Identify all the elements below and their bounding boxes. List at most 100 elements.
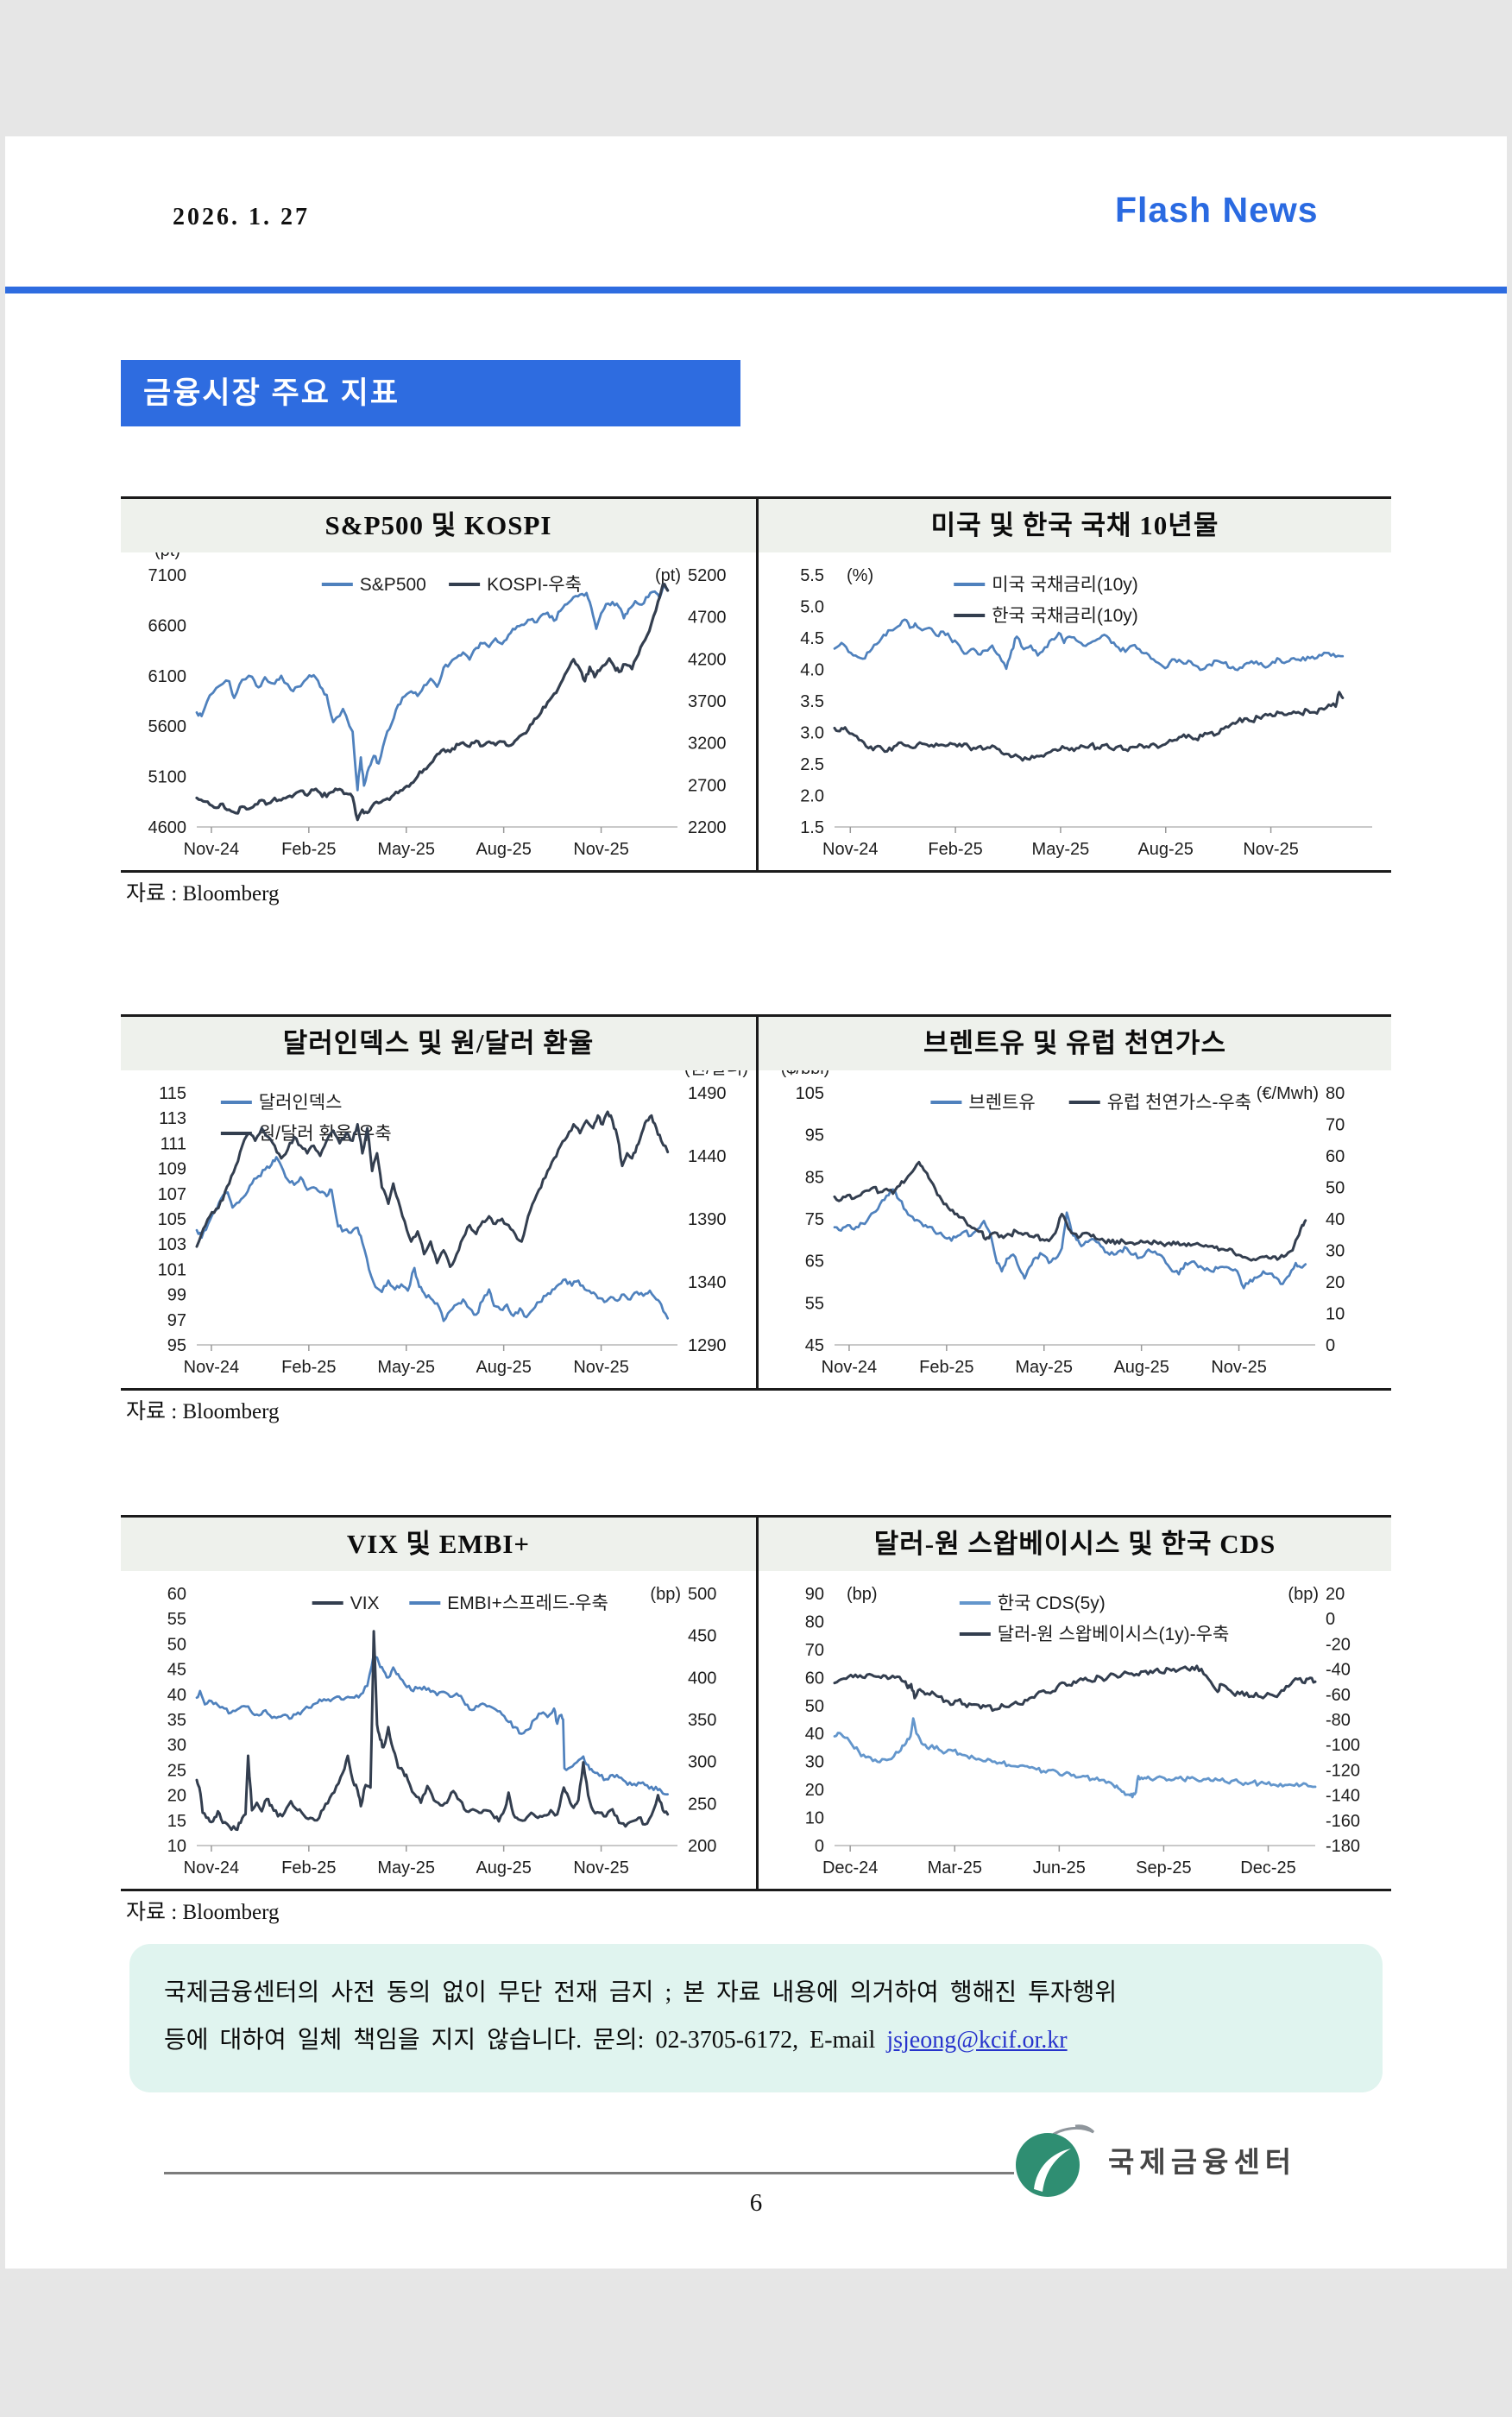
svg-text:Dec-24: Dec-24 [822, 1859, 878, 1877]
svg-text:10: 10 [805, 1809, 824, 1828]
svg-text:4600: 4600 [148, 818, 187, 837]
footer-rule [164, 2172, 1014, 2174]
svg-text:200: 200 [688, 1837, 716, 1856]
source-caption: 자료 : Bloomberg [126, 1901, 280, 1924]
section-title-bar: 금융시장 주요 지표 [121, 360, 740, 426]
svg-text:May-25: May-25 [377, 1859, 435, 1877]
svg-text:Dec-25: Dec-25 [1240, 1859, 1295, 1877]
svg-text:Sep-25: Sep-25 [1136, 1859, 1192, 1877]
section-title: 금융시장 주요 지표 [143, 376, 400, 410]
chart-plot-sp500-kospi: Nov-24 Feb-25 May-25 Aug-25 Nov-25 7100 6600 61… [148, 552, 727, 859]
svg-text:Nov-24: Nov-24 [822, 1358, 877, 1377]
svg-text:($/bbl): ($/bbl) [781, 1070, 830, 1078]
chart-row-3: VIX 및 EMBI+ Nov-24 Feb-25 May-25 Aug-25 Nov-… [121, 1515, 1391, 1891]
svg-text:500: 500 [688, 1585, 716, 1604]
chart-swap-cds: 달러-원 스왑베이시스 및 한국 CDS Dec-24 Mar-25 Jun-25 S… [756, 1518, 1391, 1889]
svg-text:15: 15 [167, 1812, 186, 1831]
chart-plot-swap-cds: Dec-24 Mar-25 Jun-25 Sep-25 Dec-25 90 80 70 60 50… [805, 1585, 1360, 1877]
svg-text:Nov-25: Nov-25 [573, 1859, 628, 1877]
svg-text:(€/Mwh): (€/Mwh) [1257, 1084, 1319, 1103]
svg-text:6600: 6600 [148, 616, 187, 635]
svg-text:May-25: May-25 [377, 840, 435, 859]
svg-text:-80: -80 [1326, 1711, 1351, 1730]
svg-text:5600: 5600 [148, 717, 187, 736]
chart-title: VIX 및 EMBI+ [121, 1518, 756, 1571]
svg-text:Nov-25: Nov-25 [573, 1358, 628, 1377]
svg-text:May-25: May-25 [1015, 1358, 1073, 1377]
svg-text:450: 450 [688, 1627, 716, 1646]
svg-text:5.5: 5.5 [800, 566, 824, 585]
svg-text:105: 105 [158, 1210, 186, 1229]
svg-text:105: 105 [796, 1084, 824, 1103]
svg-text:(bp): (bp) [650, 1585, 681, 1604]
svg-text:20: 20 [1326, 1273, 1345, 1292]
svg-text:-20: -20 [1326, 1635, 1351, 1654]
svg-text:40: 40 [167, 1686, 186, 1705]
svg-text:Nov-24: Nov-24 [822, 840, 878, 859]
brand-title: Flash News [1115, 190, 1319, 230]
svg-text:달러-원 스왑베이시스(1y)-우축: 달러-원 스왑베이시스(1y)-우축 [998, 1625, 1230, 1644]
disclaimer-line1: 국제금융센터의 사전 동의 없이 무단 전재 금지 ; 본 자료 내용에 의거하… [164, 1979, 1118, 2006]
svg-text:70: 70 [805, 1641, 824, 1660]
svg-text:75: 75 [805, 1210, 824, 1229]
svg-text:95: 95 [167, 1336, 186, 1355]
svg-text:80: 80 [805, 1612, 824, 1631]
chart-brent-gas: 브렌트유 및 유럽 천연가스 Nov-24 Feb-25 May-25 Aug-25 N… [756, 1017, 1391, 1388]
svg-text:-180: -180 [1326, 1837, 1360, 1856]
svg-text:55: 55 [167, 1610, 186, 1629]
svg-text:(pt): (pt) [655, 566, 681, 585]
svg-text:109: 109 [158, 1160, 186, 1179]
chart-dxy-krw: 달러인덱스 및 원/달러 환율 Nov-24 Feb-25 May-25 Aug-25… [121, 1017, 756, 1388]
svg-text:(%): (%) [847, 566, 873, 585]
svg-text:2.0: 2.0 [800, 787, 824, 806]
svg-text:300: 300 [688, 1753, 716, 1772]
svg-text:Feb-25: Feb-25 [281, 840, 336, 859]
svg-text:Jun-25: Jun-25 [1033, 1859, 1086, 1877]
svg-text:35: 35 [167, 1711, 186, 1730]
chart-plot-vix-embi: Nov-24 Feb-25 May-25 Aug-25 Nov-25 60 55 50 45 40… [167, 1585, 717, 1877]
disclaimer-box: 국제금융센터의 사전 동의 없이 무단 전재 금지 ; 본 자료 내용에 의거하… [129, 1944, 1383, 2092]
svg-text:Aug-25: Aug-25 [476, 1358, 532, 1377]
svg-text:Nov-24: Nov-24 [184, 840, 239, 859]
contact-email-link[interactable]: jsjeong@kcif.or.kr [886, 2026, 1068, 2054]
svg-text:45: 45 [805, 1336, 824, 1355]
svg-text:3.0: 3.0 [800, 724, 824, 743]
svg-text:Nov-25: Nov-25 [1243, 840, 1298, 859]
svg-text:60: 60 [1326, 1147, 1345, 1166]
svg-text:달러인덱스: 달러인덱스 [259, 1093, 343, 1113]
svg-text:3.5: 3.5 [800, 692, 824, 711]
org-logo: 국제금융센터 [1013, 2118, 1296, 2201]
svg-text:(bp): (bp) [1288, 1585, 1319, 1604]
svg-text:30: 30 [1326, 1242, 1345, 1261]
svg-text:1490: 1490 [688, 1084, 727, 1103]
org-name: 국제금융센터 [1108, 2146, 1297, 2178]
svg-text:0: 0 [1326, 1610, 1335, 1629]
svg-text:Mar-25: Mar-25 [928, 1859, 982, 1877]
svg-text:Feb-25: Feb-25 [281, 1859, 336, 1877]
svg-text:30: 30 [805, 1753, 824, 1772]
chart-title: 달러인덱스 및 원/달러 환율 [121, 1017, 756, 1070]
svg-text:브렌트유: 브렌트유 [968, 1093, 1035, 1113]
svg-text:2700: 2700 [688, 776, 727, 795]
svg-text:45: 45 [167, 1661, 186, 1680]
svg-text:1290: 1290 [688, 1336, 727, 1355]
svg-text:Nov-25: Nov-25 [573, 840, 628, 859]
svg-text:원/달러 환율-우축: 원/달러 환율-우축 [259, 1124, 392, 1144]
org-logo-mark [1016, 2124, 1095, 2197]
svg-text:55: 55 [805, 1294, 824, 1313]
svg-text:60: 60 [805, 1669, 824, 1688]
svg-text:4.5: 4.5 [800, 629, 824, 648]
source-caption: 자료 : Bloomberg [126, 882, 280, 906]
chart-title: 브렌트유 및 유럽 천연가스 [759, 1017, 1391, 1070]
chart-us-kr-10y: 미국 및 한국 국채 10년물 Nov-24 Feb-25 May-25 Aug-25… [756, 499, 1391, 870]
svg-text:(원/달러): (원/달러) [684, 1070, 748, 1078]
svg-text:10: 10 [1326, 1305, 1345, 1324]
svg-text:6100: 6100 [148, 667, 187, 686]
svg-text:250: 250 [688, 1795, 716, 1814]
svg-text:(bp): (bp) [847, 1585, 878, 1604]
svg-text:Nov-24: Nov-24 [184, 1859, 239, 1877]
svg-text:3700: 3700 [688, 692, 727, 711]
svg-text:Feb-25: Feb-25 [928, 840, 982, 859]
chart-title: 달러-원 스왑베이시스 및 한국 CDS [759, 1518, 1391, 1571]
svg-text:103: 103 [158, 1235, 186, 1254]
